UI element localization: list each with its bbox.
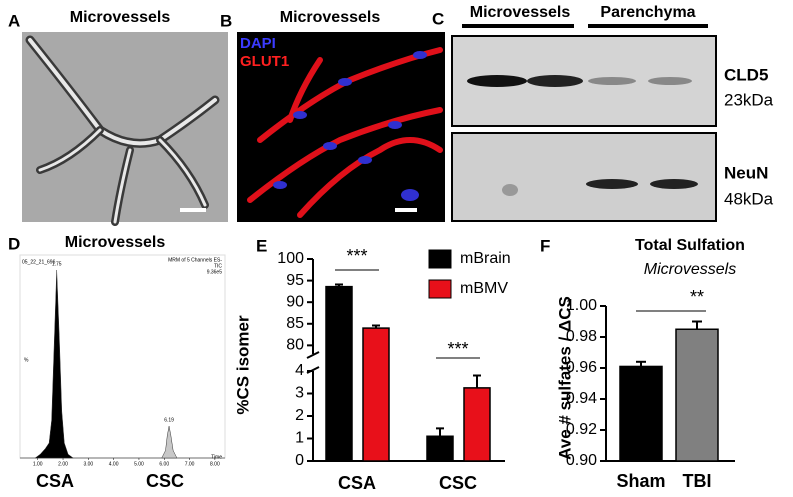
y-tick-label: 0.92	[566, 421, 597, 438]
header-text: 9.36e5	[207, 269, 223, 275]
peak-area	[34, 269, 74, 459]
x-tick-label: 5.00	[134, 461, 144, 467]
panel-label: E	[256, 236, 267, 255]
weight-label: 48kDa	[724, 189, 774, 208]
lane-label: Microvessels	[470, 4, 571, 21]
chart-title: Total Sulfation	[635, 237, 745, 254]
significance: ***	[447, 339, 468, 359]
bar	[362, 327, 390, 462]
x-tick-label: 7.00	[185, 461, 195, 467]
y-tick-label: 0	[295, 452, 304, 469]
lane-bar	[462, 24, 574, 28]
bands	[467, 75, 698, 196]
stain-label: DAPI	[240, 35, 276, 52]
y-tick-label: 0.96	[566, 359, 597, 376]
weight-label: 23kDa	[724, 90, 774, 109]
significance: **	[690, 287, 704, 307]
significance: ***	[346, 246, 367, 266]
vessels-a	[25, 35, 220, 226]
x-tick-label: 1.00	[33, 461, 43, 467]
panel-title: Microvessels	[70, 9, 171, 26]
peak-name: CSA	[36, 471, 74, 491]
nuclei-b	[273, 51, 427, 201]
legend-swatch	[428, 249, 452, 269]
y-tick-label: 1.00	[566, 297, 597, 314]
bar	[619, 365, 663, 462]
y-tick-label: 4	[295, 362, 304, 379]
panel-label: A	[8, 11, 20, 30]
y-tick-label: 90	[286, 293, 304, 310]
stain-label: GLUT1	[240, 53, 289, 70]
panel-title: Microvessels	[280, 9, 381, 26]
protein-label: NeuN	[724, 163, 768, 182]
y-axis-label: %	[24, 357, 29, 363]
legend-label: mBrain	[460, 250, 511, 267]
peak-label: 6.19	[164, 417, 174, 423]
y-tick-label: 0.90	[566, 452, 597, 469]
y-tick-label: 3	[295, 385, 304, 402]
x-tick-label: Sham	[616, 471, 665, 491]
scale-bar	[395, 208, 417, 212]
chart-subtitle: Microvessels	[644, 261, 736, 278]
y-tick-label: 0.98	[566, 328, 597, 345]
scale-bar	[180, 208, 206, 212]
y-tick-label: 100	[277, 250, 304, 267]
lane-bar	[588, 24, 708, 28]
x-tick-label: 3.00	[83, 461, 93, 467]
lane-label: Parenchyma	[600, 4, 695, 21]
x-tick-label: 4.00	[109, 461, 119, 467]
chart-title: Microvessels	[65, 234, 166, 251]
y-tick-label: 85	[286, 315, 304, 332]
protein-label: CLD5	[724, 65, 768, 84]
legend-label: mBMV	[460, 280, 508, 297]
y-tick-label: 80	[286, 337, 304, 354]
x-tick-label: 6.00	[159, 461, 169, 467]
panel-label: D	[8, 234, 20, 253]
bar	[463, 387, 491, 462]
x-axis-label: Time	[211, 454, 222, 460]
header-text: TIC	[214, 263, 222, 269]
blot-neun	[451, 132, 717, 222]
header-text: MRM of 5 Channels ES-	[168, 257, 222, 263]
y-axis-label: Ave # sulfates / ΔCS	[555, 296, 574, 460]
bar	[325, 285, 353, 462]
bar	[675, 328, 719, 462]
panel-label: B	[220, 11, 232, 30]
y-tick-label: 2	[295, 407, 304, 424]
y-tick-label: 95	[286, 272, 304, 289]
header-text: 05_22_21_696	[22, 259, 56, 265]
x-tick-label: CSC	[439, 473, 477, 493]
x-tick-label: TBI	[683, 471, 712, 491]
y-tick-label: 0.94	[566, 390, 597, 407]
y-tick-label: 1	[295, 430, 304, 447]
peak-name: CSC	[146, 471, 184, 491]
y-axis-label: %CS isomer	[233, 315, 252, 415]
x-tick-label: 8.00	[210, 461, 220, 467]
panel-label: C	[432, 9, 444, 28]
x-tick-label: CSA	[338, 473, 376, 493]
bar	[426, 435, 454, 462]
peak-area	[161, 425, 178, 459]
panel-label: F	[540, 236, 550, 255]
x-tick-label: 2.00	[58, 461, 68, 467]
peak-label: 1.75	[52, 261, 62, 267]
legend-swatch	[428, 279, 452, 299]
break-mark	[306, 351, 320, 359]
